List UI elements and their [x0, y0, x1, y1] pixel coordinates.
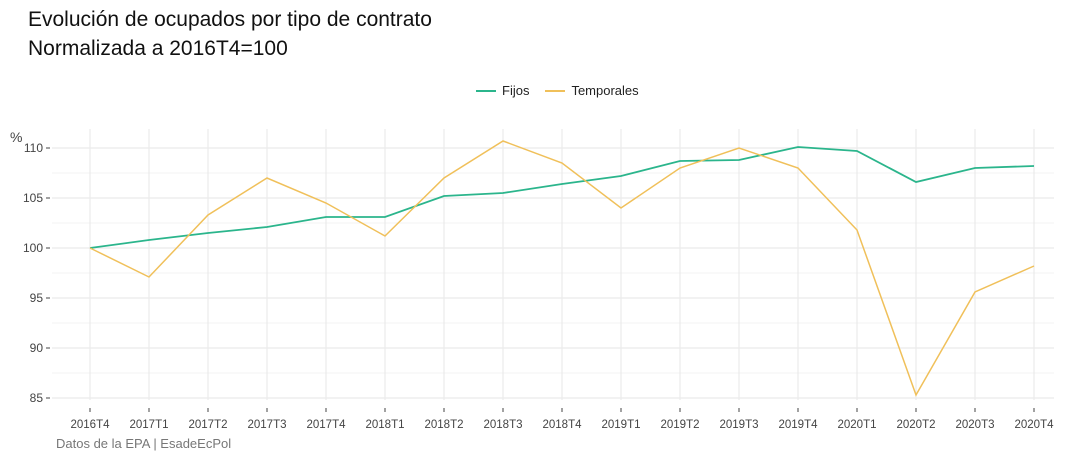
legend: Fijos Temporales: [476, 83, 639, 98]
x-tick-label: 2017T1: [129, 419, 168, 431]
x-tick-label: 2019T4: [778, 419, 818, 431]
chart-subtitle: Normalizada a 2016T4=100: [28, 37, 288, 60]
y-axis-label: %: [10, 129, 22, 145]
x-tick-label: 2017T2: [188, 419, 227, 431]
legend-swatch-temporales: [545, 89, 566, 92]
y-tick-label: 85: [30, 391, 44, 405]
x-tick-label: 2020T2: [896, 419, 935, 431]
x-tick-label: 2020T4: [1014, 419, 1054, 431]
series-line-temporales: [89, 140, 1035, 397]
x-tick-label: 2019T2: [660, 419, 699, 431]
x-tick-label: 2018T3: [483, 419, 522, 431]
legend-item-temporales: Temporales: [545, 83, 639, 98]
y-tick-label: 95: [30, 291, 44, 305]
caption: Datos de la EPA | EsadeEcPol: [56, 436, 232, 451]
x-tick-label: 2020T3: [955, 419, 994, 431]
y-tick-label: 110: [24, 141, 43, 155]
x-tick-label: 2019T1: [601, 419, 640, 431]
series-line-fijos: [89, 146, 1035, 249]
x-tick-label: 2016T4: [70, 419, 110, 431]
legend-label: Fijos: [502, 83, 530, 98]
chart-title: Evolución de ocupados por tipo de contra…: [28, 8, 432, 31]
y-tick-label: 105: [23, 191, 43, 205]
x-tick-label: 2017T3: [247, 419, 286, 431]
legend-swatch-fijos: [476, 89, 496, 92]
y-tick-label: 100: [23, 241, 43, 255]
x-tick-label: 2019T3: [719, 419, 758, 431]
x-tick-label: 2018T1: [365, 419, 404, 431]
x-tick-label: 2017T4: [306, 419, 346, 431]
x-tick-label: 2018T2: [424, 419, 463, 431]
y-tick-label: 90: [30, 341, 44, 355]
x-tick-label: 2020T1: [837, 419, 876, 431]
x-tick-label: 2018T4: [542, 419, 582, 431]
legend-label: Temporales: [571, 83, 639, 98]
legend-item-fijos: Fijos: [476, 83, 529, 98]
